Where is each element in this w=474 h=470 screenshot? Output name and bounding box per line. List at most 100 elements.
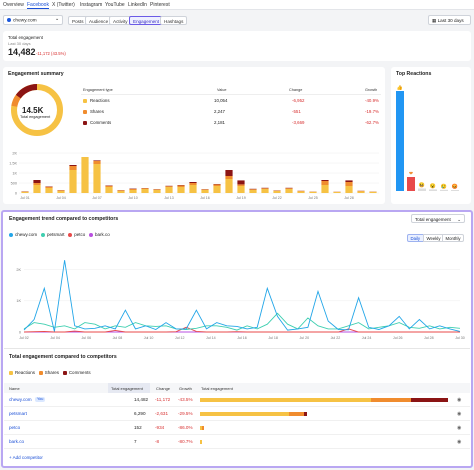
compare-legend: Reactions Shares Comments [9, 370, 91, 375]
eye-icon[interactable]: ◉ [457, 396, 462, 403]
bar-comments [237, 180, 245, 185]
stack-bar-comments [410, 397, 448, 402]
engagement-type-change: -551 [292, 109, 301, 114]
eye-icon[interactable]: ◉ [457, 438, 462, 445]
competitor-total: 14,482 [134, 397, 149, 402]
bar-comments [69, 165, 77, 166]
summary-header-growth: Growth [365, 88, 378, 92]
legend-reactions[interactable]: Reactions [9, 370, 35, 375]
bar-reactions [285, 189, 293, 193]
subtab-engagement[interactable]: Engagement [129, 16, 164, 25]
bar-reactions [165, 187, 173, 193]
tab-youtube[interactable]: YouTube [105, 2, 125, 8]
engagement-type-swatch [83, 109, 87, 114]
tab-instagram[interactable]: Instagram [80, 2, 103, 8]
x-tick-label: Jul 13 [164, 196, 174, 200]
bar-reactions [129, 190, 137, 193]
bar-reactions [309, 191, 317, 193]
reaction-bar-love [407, 177, 415, 191]
x-tick-label: Jul 18 [268, 336, 278, 340]
competitor-change: -8 [155, 439, 160, 444]
summary-header-value: Value [217, 88, 227, 92]
divider [4, 420, 470, 421]
y-tick-label: 2K [16, 268, 21, 272]
series-line-chewy-com [23, 260, 461, 332]
total-engagement-label: Total engagement [8, 35, 43, 40]
competitor-name[interactable]: petsmart [9, 411, 27, 416]
bar-shares [129, 189, 137, 190]
engagement-donut [11, 84, 63, 136]
add-competitor-button[interactable]: + Add competitor [9, 455, 43, 460]
stack-bar-reactions [200, 425, 203, 430]
divider [4, 448, 470, 449]
engagement-type-swatch [83, 98, 87, 103]
y-tick-label: 0 [15, 191, 17, 195]
sorted-column-bg [108, 383, 150, 393]
bar-comments [225, 170, 233, 176]
bar-reactions [177, 187, 185, 193]
chewy-logo-icon [7, 18, 11, 22]
compare-header-total[interactable]: Total engagement [111, 386, 143, 391]
bar-shares [321, 181, 329, 185]
engagement-type-growth: -62.7% [365, 120, 379, 125]
metric-select-value: Total engagement [415, 216, 451, 222]
donut-label: Total engagement [20, 115, 51, 119]
engagement-type-change: -3,669 [292, 120, 305, 125]
engagement-type-growth: -19.7% [365, 109, 379, 114]
tab-pinterest[interactable]: Pinterest [150, 2, 170, 8]
date-range-button[interactable]: ▦ Last 30 days [428, 15, 471, 25]
bar-shares [117, 190, 125, 191]
competitor-name[interactable]: bark.co [9, 439, 25, 444]
eye-icon[interactable]: ◉ [457, 424, 462, 431]
calendar-icon: ▦ [432, 18, 438, 23]
legend-petco[interactable]: petco [68, 232, 85, 237]
competitor-name[interactable]: chewy.com [9, 397, 32, 402]
legend-comments[interactable]: Comments [62, 370, 91, 375]
bar-reactions [225, 179, 233, 193]
bar-reactions [57, 191, 65, 193]
bar-reactions [81, 157, 89, 193]
bar-reactions [21, 192, 29, 193]
bar-shares [69, 166, 77, 170]
bar-shares [213, 184, 221, 186]
compare-title: Total engagement compared to competitors [9, 354, 117, 360]
summary-header-type: Engagement type [83, 88, 113, 92]
legend-petsmart[interactable]: petsmart [40, 232, 64, 237]
toggle-weekly[interactable]: Weekly [423, 234, 445, 242]
bar-shares [141, 188, 149, 189]
toggle-monthly[interactable]: Monthly [442, 234, 465, 242]
legend-chewy[interactable]: chewy.com [9, 232, 37, 237]
x-tick-label: Jul 08 [113, 336, 123, 340]
legend-shares[interactable]: Shares [38, 370, 59, 375]
bar-shares [225, 176, 233, 179]
bar-reactions [45, 188, 53, 193]
legend-bark[interactable]: bark.co [89, 232, 110, 237]
y-tick-label: 500 [11, 181, 17, 185]
engagement-type-name: Reactions [90, 98, 110, 103]
total-engagement-card: Total engagement Last 30 days 14,482 -11… [3, 31, 471, 61]
reaction-bar-like [396, 91, 404, 191]
metric-select[interactable]: Total engagement ⌄ [411, 214, 465, 223]
tab-twitter[interactable]: X (Twitter) [52, 2, 75, 8]
tab-linkedin[interactable]: LinkedIn [128, 2, 147, 8]
tab-overview[interactable]: Overview [3, 2, 24, 8]
tab-facebook[interactable]: Facebook [27, 2, 49, 9]
competitor-growth: -43.5% [178, 397, 193, 402]
trend-legend: chewy.com petsmart petco bark.co [9, 232, 110, 237]
bar-comments [93, 160, 101, 161]
eye-icon[interactable]: ◉ [457, 410, 462, 417]
subtab-hashtags[interactable]: Hashtags [160, 16, 188, 25]
competitor-name[interactable]: petco [9, 425, 21, 430]
bar-shares [345, 182, 353, 186]
toggle-daily[interactable]: Daily [407, 234, 424, 242]
total-engagement-value: 14,482 [8, 47, 36, 57]
chevron-down-icon: ⌄ [54, 17, 59, 22]
x-tick-label: Jul 16 [237, 336, 247, 340]
bar-comments [189, 182, 197, 183]
engagement-summary-title: Engagement summary [8, 71, 64, 77]
account-select-value: chewy.com [13, 18, 37, 24]
account-select[interactable]: chewy.com ⌄ [3, 15, 63, 25]
bar-shares [105, 185, 113, 187]
donut-value: 14.5K [22, 106, 44, 115]
divider [4, 406, 470, 407]
